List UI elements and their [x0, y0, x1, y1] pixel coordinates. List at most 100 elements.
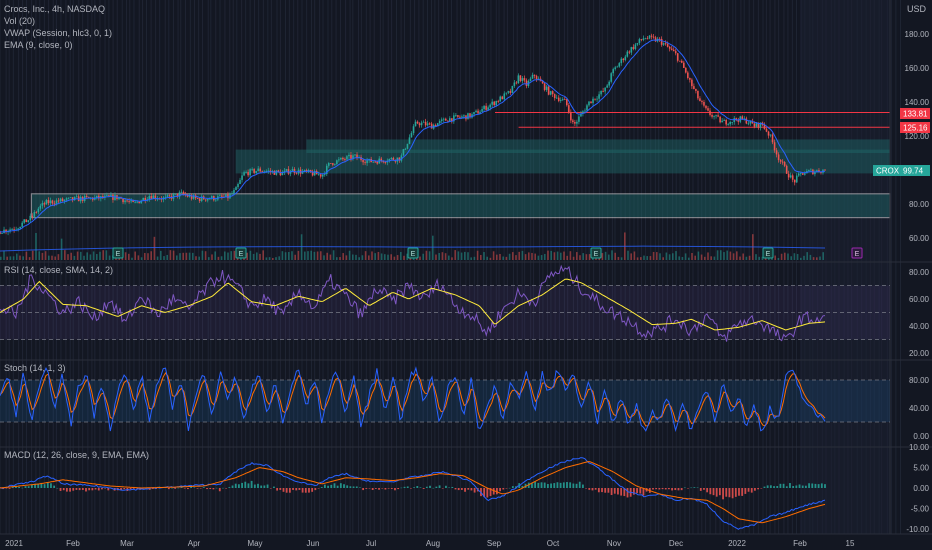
- macd-histogram-bar: [416, 485, 419, 488]
- candle-body: [198, 198, 201, 201]
- candle-body: [646, 38, 649, 40]
- indicator-label-ema[interactable]: EMA (9, close, 0): [4, 40, 73, 50]
- candle-body: [513, 82, 516, 86]
- candle-body: [459, 116, 461, 118]
- candle-body: [166, 195, 169, 197]
- ticker-tag[interactable]: CROX: [873, 165, 900, 176]
- volume-bar: [688, 257, 690, 260]
- volume-bar: [256, 252, 258, 260]
- macd-histogram-bar: [451, 486, 454, 488]
- macd-histogram-bar: [400, 487, 403, 489]
- macd-histogram-bar: [285, 488, 288, 493]
- time-scale[interactable]: 2021 Feb Mar Apr May Jun Jul Aug Sep Oct Nov Dec 202…: [5, 539, 855, 548]
- candle-body: [410, 132, 413, 138]
- candle-body: [128, 201, 130, 202]
- candle-body: [404, 148, 407, 150]
- candle-body: [781, 161, 784, 163]
- macd-histogram-bar: [18, 486, 21, 488]
- macd-pane-label[interactable]: MACD (12, 26, close, 9, EMA, EMA): [4, 450, 149, 460]
- candle-body: [253, 168, 255, 173]
- earnings-badge-box: [407, 247, 419, 259]
- earnings-badge-box: [590, 247, 602, 259]
- price-scale-tick: 0.00: [913, 484, 929, 493]
- candle-body: [98, 195, 100, 199]
- candle-body: [467, 113, 469, 120]
- volume-bar: [604, 251, 607, 260]
- earnings-badge[interactable]: E: [851, 247, 863, 259]
- macd-histogram-bar: [712, 488, 715, 496]
- candle-body: [628, 51, 631, 53]
- candle-body: [580, 113, 582, 117]
- candle-body: [325, 165, 328, 174]
- volume-bar: [73, 255, 76, 260]
- macd-histogram-bar: [266, 484, 269, 488]
- volume-bar: [368, 255, 370, 260]
- macd-histogram-bar: [187, 488, 189, 490]
- candle-body: [453, 115, 455, 122]
- candle-body: [449, 118, 451, 122]
- macd-histogram-bar: [104, 488, 107, 489]
- currency-label[interactable]: USD: [907, 4, 927, 14]
- volume-bar: [636, 257, 639, 260]
- macd-histogram-bar: [339, 483, 342, 488]
- rsi-pane-label[interactable]: RSI (14, close, SMA, 14, 2): [4, 265, 113, 275]
- macd-histogram-bar: [241, 482, 243, 488]
- level-tag-box-125: [900, 122, 930, 133]
- candle-body: [799, 173, 802, 175]
- macd-histogram-bar: [371, 488, 374, 490]
- earnings-badge[interactable]: E: [235, 247, 247, 259]
- candle-body: [108, 195, 110, 197]
- candle-body: [43, 203, 46, 205]
- candle-body: [666, 43, 669, 47]
- earnings-badge[interactable]: E: [590, 247, 602, 259]
- macd-histogram-bar: [260, 485, 263, 488]
- candle-body: [757, 122, 760, 128]
- volume-bar: [448, 255, 450, 260]
- candle-body: [364, 162, 366, 164]
- candle-body: [313, 170, 316, 176]
- candle-body: [303, 169, 306, 172]
- volume-bar: [192, 252, 194, 260]
- volume-bar: [425, 250, 428, 260]
- volume-bar: [150, 251, 152, 260]
- candle-body: [5, 229, 7, 233]
- macd-histogram-bar: [27, 486, 30, 488]
- volume-bar: [54, 256, 56, 260]
- volume-bar: [806, 252, 808, 260]
- volume-bar: [617, 256, 620, 260]
- candle-body: [106, 195, 108, 197]
- volume-bar: [784, 252, 786, 260]
- macd-histogram-bar: [658, 488, 661, 490]
- macd-histogram-bar: [556, 482, 559, 488]
- candle-body: [676, 53, 679, 61]
- volume-bar: [275, 257, 277, 260]
- macd-histogram-bar: [397, 488, 400, 490]
- earnings-badge[interactable]: E: [407, 247, 419, 259]
- volume-bar: [220, 256, 223, 260]
- macd-histogram-bar: [817, 484, 820, 488]
- candle-body: [787, 173, 790, 178]
- earnings-badge[interactable]: E: [112, 247, 124, 259]
- macd-histogram-bar: [94, 488, 97, 490]
- candle-body: [51, 200, 54, 204]
- candle-body: [21, 222, 23, 227]
- indicator-label-vol[interactable]: Vol (20): [4, 16, 35, 26]
- macd-histogram-bar: [760, 488, 763, 489]
- macd-histogram-bar: [88, 488, 91, 491]
- indicator-label-vwap[interactable]: VWAP (Session, hlc3, 0, 1): [4, 28, 112, 38]
- volume-bar: [284, 252, 287, 260]
- macd-histogram-bar: [387, 488, 390, 489]
- macd-histogram-bar: [269, 488, 272, 489]
- stoch-pane-label[interactable]: Stoch (14, 1, 3): [4, 363, 66, 373]
- candle-body: [69, 197, 72, 199]
- volume-bar: [819, 256, 821, 260]
- macd-histogram-bar: [668, 488, 670, 490]
- earnings-badge[interactable]: E: [762, 247, 774, 259]
- macd-histogram-bar: [782, 483, 785, 488]
- volume-bar: [144, 252, 146, 260]
- macd-histogram-bar: [604, 488, 607, 493]
- macd-histogram-bar: [521, 485, 524, 488]
- candle-body: [481, 109, 483, 112]
- candle-body: [305, 169, 308, 172]
